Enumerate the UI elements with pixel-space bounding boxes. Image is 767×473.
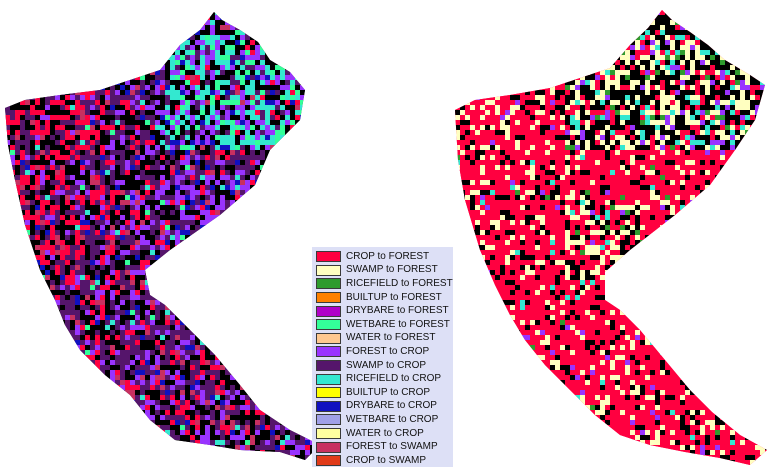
left-map-pixels [5, 12, 320, 460]
legend-item: SWAMP to FOREST [316, 264, 453, 278]
legend-item: CROP to FOREST [316, 250, 453, 264]
legend-swatch [316, 332, 341, 344]
legend-swatch [316, 319, 341, 331]
legend: CROP to FOREST SWAMP to FOREST RICEFIELD… [312, 247, 453, 467]
right-map-pixels [455, 10, 767, 465]
legend-item: WETBARE to FOREST [316, 318, 453, 332]
legend-swatch [316, 292, 341, 304]
legend-label: SWAMP to FOREST [346, 264, 438, 276]
legend-label: BUILTUP to CROP [346, 386, 431, 398]
legend-item: WATER to FOREST [316, 332, 453, 346]
legend-label: WATER to CROP [346, 427, 424, 439]
legend-swatch [316, 455, 341, 467]
legend-item: WETBARE to CROP [316, 413, 453, 427]
legend-label: FOREST to CROP [346, 345, 430, 357]
legend-swatch [316, 387, 341, 399]
right-change-map [455, 10, 767, 465]
legend-item: RICEFIELD to FOREST [316, 277, 453, 291]
legend-label: DRYBARE to FOREST [346, 305, 449, 317]
legend-swatch [316, 305, 341, 317]
legend-item: CROP to SWAMP [316, 454, 453, 468]
legend-swatch [316, 360, 341, 372]
legend-label: DRYBARE to CROP [346, 400, 437, 412]
legend-label: WATER to FOREST [346, 332, 436, 344]
legend-swatch [316, 373, 341, 385]
legend-item: RICEFIELD to CROP [316, 372, 453, 386]
legend-item: DRYBARE to CROP [316, 400, 453, 414]
legend-swatch [316, 251, 341, 263]
legend-swatch [316, 346, 341, 358]
legend-label: WETBARE to CROP [346, 413, 439, 425]
legend-label: RICEFIELD to CROP [346, 373, 442, 385]
legend-item: SWAMP to CROP [316, 359, 453, 373]
legend-swatch [316, 400, 341, 412]
legend-label: BUILTUP to FOREST [346, 291, 442, 303]
legend-label: FOREST to SWAMP [346, 441, 438, 453]
legend-label: RICEFIELD to FOREST [346, 277, 453, 289]
legend-swatch [316, 264, 341, 276]
legend-label: CROP to FOREST [346, 250, 430, 262]
legend-item: FOREST to SWAMP [316, 440, 453, 454]
legend-item: BUILTUP to FOREST [316, 291, 453, 305]
legend-swatch [316, 428, 341, 440]
legend-item: FOREST to CROP [316, 345, 453, 359]
legend-item: BUILTUP to CROP [316, 386, 453, 400]
legend-swatch [316, 441, 341, 453]
legend-item: WATER to CROP [316, 427, 453, 441]
legend-label: SWAMP to CROP [346, 359, 427, 371]
legend-label: CROP to SWAMP [346, 454, 427, 466]
legend-swatch [316, 278, 341, 290]
legend-item: DRYBARE to FOREST [316, 304, 453, 318]
left-change-map [5, 12, 320, 460]
legend-label: WETBARE to FOREST [346, 318, 450, 330]
legend-swatch [316, 414, 341, 426]
